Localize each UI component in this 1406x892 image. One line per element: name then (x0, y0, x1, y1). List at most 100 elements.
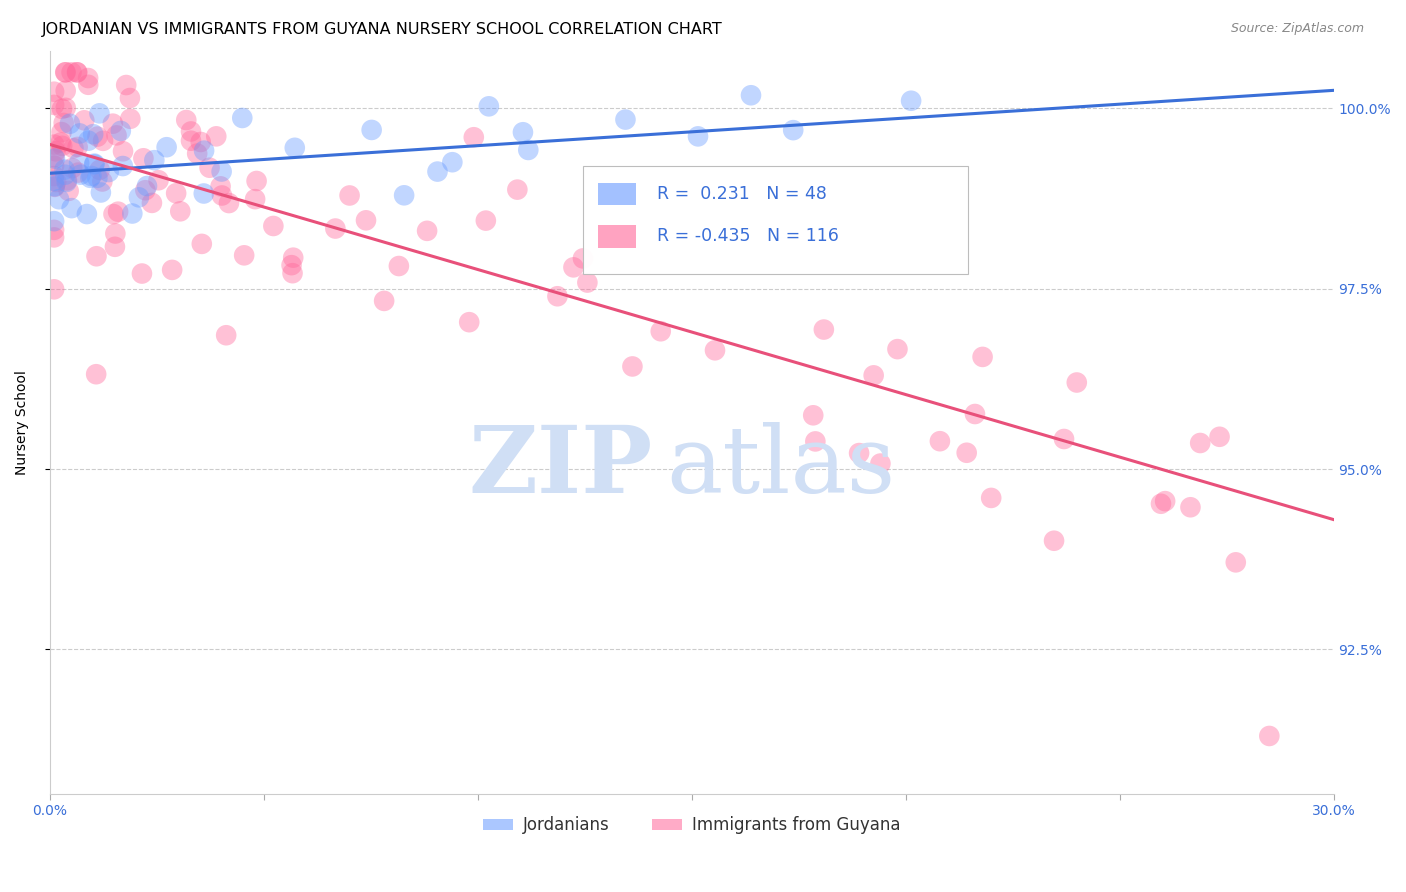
Point (44, 152, 66, 166)
Point (136, 179, 159, 194)
Point (51, 138, 73, 153)
Point (77, 134, 100, 148)
Point (55, 175, 77, 189)
Point (169, 204, 191, 219)
Point (475, 213, 498, 227)
Point (801, 409, 824, 423)
Point (76, 207, 98, 221)
Point (60, 201, 83, 215)
Point (69, 168, 91, 182)
Point (191, 236, 214, 251)
Point (42, 150, 65, 164)
Point (193, 186, 215, 201)
Point (91, 134, 114, 148)
Point (231, 111, 253, 125)
Point (91, 174, 114, 188)
Point (42, 85, 65, 99)
Point (956, 446, 979, 460)
Point (621, 359, 644, 374)
Point (233, 248, 256, 262)
Point (478, 99, 501, 113)
Point (62, 141, 84, 155)
Point (48, 192, 70, 206)
Point (79, 170, 101, 185)
Point (388, 259, 411, 273)
Point (118, 91, 141, 105)
FancyBboxPatch shape (582, 166, 967, 274)
Point (89, 106, 111, 120)
Point (55, 101, 77, 115)
Point (77, 70, 100, 85)
Point (86, 170, 108, 185)
Point (86, 129, 108, 144)
Point (128, 190, 150, 204)
Point (148, 173, 170, 187)
Point (110, 124, 132, 138)
Point (42, 159, 65, 173)
Point (463, 130, 485, 145)
Point (90, 186, 112, 200)
Point (1225, 555, 1247, 569)
Point (180, 134, 202, 148)
Point (120, 112, 142, 126)
Point (180, 124, 202, 138)
Point (186, 146, 208, 161)
Point (686, 129, 709, 144)
Legend: Jordanians, Immigrants from Guyana: Jordanians, Immigrants from Guyana (477, 810, 907, 841)
Point (215, 328, 238, 343)
Point (283, 251, 305, 265)
Point (42, 230, 65, 244)
Point (59, 117, 82, 131)
Point (42, 214, 65, 228)
Point (572, 252, 595, 266)
Point (49, 136, 72, 150)
Y-axis label: Nursery School: Nursery School (15, 370, 30, 475)
Point (42, 137, 65, 152)
Point (156, 140, 179, 154)
Point (928, 434, 950, 449)
Point (104, 227, 127, 241)
Point (67, 156, 90, 170)
Point (53, 65, 76, 79)
Point (73, 113, 96, 128)
Point (53, 162, 76, 177)
Point (42, 169, 65, 183)
Text: JORDANIAN VS IMMIGRANTS FROM GUYANA NURSERY SCHOOL CORRELATION CHART: JORDANIAN VS IMMIGRANTS FROM GUYANA NURS… (42, 22, 723, 37)
Point (67, 165, 90, 179)
Point (245, 174, 267, 188)
Point (66, 140, 89, 154)
Point (782, 123, 804, 137)
Point (44, 174, 66, 188)
Point (82, 127, 104, 141)
Point (83, 157, 105, 171)
Point (131, 267, 153, 281)
Point (190, 135, 212, 149)
Point (141, 195, 163, 210)
Point (42, 223, 65, 237)
Point (546, 289, 568, 303)
Point (101, 117, 124, 131)
Bar (598, 183, 637, 205)
Point (198, 161, 221, 175)
Point (45, 175, 67, 189)
Point (980, 491, 1002, 505)
Point (1043, 533, 1066, 548)
Point (1154, 494, 1177, 508)
Point (53, 168, 76, 182)
Point (1180, 500, 1202, 515)
Point (193, 144, 215, 158)
Point (1258, 729, 1281, 743)
Point (325, 221, 347, 235)
Point (339, 188, 361, 202)
Point (44, 145, 66, 159)
Point (562, 260, 585, 275)
Point (704, 343, 727, 358)
Point (143, 153, 166, 168)
Point (886, 342, 908, 356)
Point (51, 102, 73, 116)
Point (97, 165, 120, 179)
Point (262, 219, 284, 233)
Point (111, 159, 134, 173)
Point (60, 161, 83, 175)
Point (848, 446, 870, 460)
